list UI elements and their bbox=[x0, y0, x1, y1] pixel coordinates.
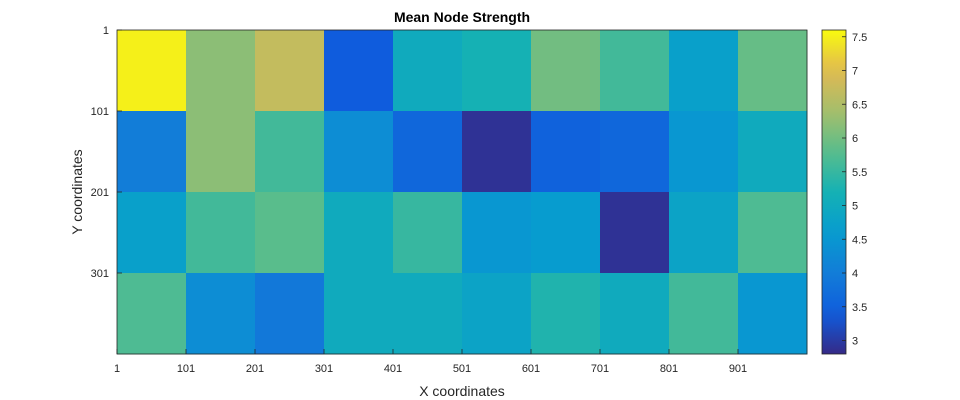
heatmap-cell bbox=[531, 273, 601, 355]
heatmap-cell bbox=[669, 192, 739, 274]
colorbar-tick-label: 6 bbox=[852, 133, 858, 145]
y-tick-label: 301 bbox=[91, 268, 109, 280]
x-tick-label: 701 bbox=[591, 363, 609, 375]
heatmap-cell bbox=[393, 30, 463, 112]
heatmap-cell bbox=[669, 111, 739, 193]
heatmap-cell bbox=[255, 273, 325, 355]
heatmap-cell bbox=[669, 30, 739, 112]
colorbar bbox=[821, 29, 847, 355]
heatmap-cell bbox=[255, 111, 325, 193]
colorbar-tick-label: 5.5 bbox=[852, 167, 867, 179]
heatmap-cell bbox=[462, 111, 532, 193]
colorbar-tick-label: 5 bbox=[852, 201, 858, 213]
heatmap-cell bbox=[393, 273, 463, 355]
heatmap-cell bbox=[186, 192, 256, 274]
heatmap-cell bbox=[600, 30, 670, 112]
colorbar-tick-label: 7 bbox=[852, 66, 858, 78]
heatmap-cell bbox=[186, 273, 256, 355]
colorbar-tick-label: 4.5 bbox=[852, 234, 867, 246]
colorbar-tick-label: 3 bbox=[852, 336, 858, 348]
x-tick-label: 401 bbox=[384, 363, 402, 375]
heatmap-cell bbox=[324, 192, 394, 274]
heatmap-cell bbox=[117, 111, 187, 193]
x-axis-label: X coordinates bbox=[419, 383, 505, 399]
heatmap-cell bbox=[531, 30, 601, 112]
heatmap-cell bbox=[462, 192, 532, 274]
y-tick-label: 1 bbox=[103, 25, 109, 37]
heatmap-cell bbox=[669, 273, 739, 355]
y-axis-ticks: 1 101 201 301 bbox=[91, 25, 122, 280]
heatmap-cell bbox=[255, 30, 325, 112]
heatmap-cell bbox=[255, 192, 325, 274]
x-tick-label: 601 bbox=[522, 363, 540, 375]
x-tick-label: 901 bbox=[729, 363, 747, 375]
heatmap-cell bbox=[462, 30, 532, 112]
x-tick-label: 201 bbox=[246, 363, 264, 375]
heatmap-cell bbox=[117, 30, 187, 112]
heatmap-cell bbox=[186, 30, 256, 112]
colorbar-ticks: 7.5 7 6.5 6 5.5 5 4.5 4 3.5 3 bbox=[842, 32, 867, 348]
x-axis-ticks: 1 101 201 301 401 501 601 701 801 901 bbox=[114, 349, 747, 375]
x-tick-label: 801 bbox=[660, 363, 678, 375]
x-tick-label: 501 bbox=[453, 363, 471, 375]
heatmap-cell bbox=[462, 273, 532, 355]
heatmap-cell bbox=[531, 192, 601, 274]
x-tick-label: 101 bbox=[177, 363, 195, 375]
heatmap-cell bbox=[600, 111, 670, 193]
heatmap-cell bbox=[738, 192, 808, 274]
colorbar-tick-label: 6.5 bbox=[852, 99, 867, 111]
heatmap-cell bbox=[531, 111, 601, 193]
x-tick-label: 1 bbox=[114, 363, 120, 375]
heatmap-cell bbox=[393, 192, 463, 274]
heatmap-cell bbox=[600, 192, 670, 274]
heatmap-cells bbox=[117, 30, 808, 355]
heatmap-cell bbox=[738, 273, 808, 355]
heatmap-cell bbox=[738, 111, 808, 193]
chart-title: Mean Node Strength bbox=[394, 9, 530, 25]
colorbar-tick-label: 7.5 bbox=[852, 32, 867, 44]
heatmap-cell bbox=[324, 30, 394, 112]
heatmap-cell bbox=[117, 192, 187, 274]
heatmap-cell bbox=[738, 30, 808, 112]
y-tick-label: 101 bbox=[91, 106, 109, 118]
heatmap-cell bbox=[186, 111, 256, 193]
y-tick-label: 201 bbox=[91, 187, 109, 199]
heatmap-cell bbox=[393, 111, 463, 193]
heatmap-cell bbox=[117, 273, 187, 355]
y-axis-label: Y coordinates bbox=[69, 149, 85, 234]
heatmap-cell bbox=[324, 111, 394, 193]
colorbar-tick-label: 4 bbox=[852, 268, 858, 280]
x-tick-label: 301 bbox=[315, 363, 333, 375]
heatmap-cell bbox=[600, 273, 670, 355]
heatmap-cell bbox=[324, 273, 394, 355]
colorbar-tick-label: 3.5 bbox=[852, 302, 867, 314]
